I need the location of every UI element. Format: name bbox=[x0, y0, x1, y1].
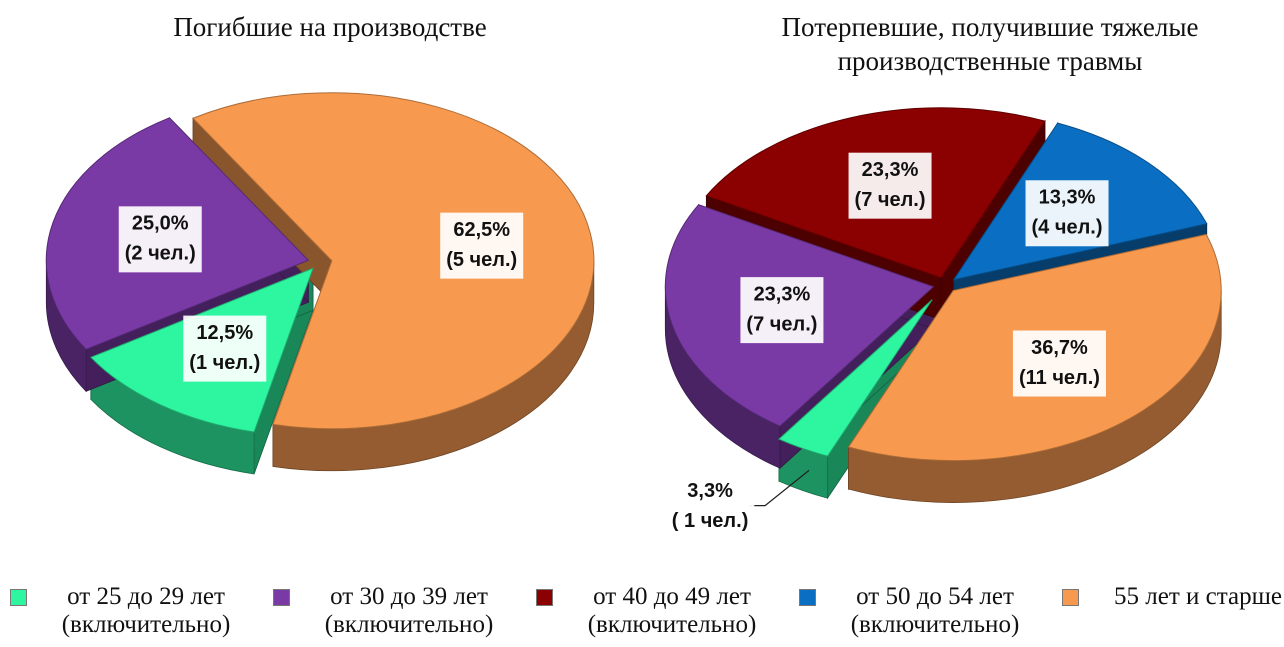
legend-item: от 30 до 39 лет (включительно) bbox=[273, 583, 524, 639]
chart-title: Погибшие на производстве bbox=[173, 12, 487, 42]
legend-label: от 30 до 39 лет (включительно) bbox=[324, 583, 494, 638]
label-box bbox=[118, 206, 202, 273]
data-label: (4 чел.) bbox=[1032, 217, 1103, 239]
data-label: (5 чел.) bbox=[446, 249, 517, 271]
legend-item: 55 лет и старше bbox=[1062, 583, 1284, 639]
data-label: (1 чел.) bbox=[189, 352, 260, 374]
data-label: 36,7% bbox=[1031, 337, 1088, 359]
legend-swatch bbox=[1062, 589, 1079, 606]
legend-item: от 25 до 29 лет (включительно) bbox=[10, 583, 261, 639]
legend-swatch bbox=[799, 589, 816, 606]
data-label: (2 чел.) bbox=[125, 243, 196, 265]
data-label: (11 чел.) bbox=[1019, 367, 1100, 389]
legend-label: 55 лет и старше bbox=[1114, 583, 1282, 610]
legend-swatch bbox=[273, 589, 290, 606]
data-label: (7 чел.) bbox=[855, 189, 926, 211]
legend-label: от 25 до 29 лет (включительно) bbox=[61, 583, 231, 638]
chart-title: Потерпевшие, получившие тяжелые производ… bbox=[781, 12, 1199, 76]
legend-item: от 40 до 49 лет (включительно) bbox=[536, 583, 787, 639]
legend-label: от 40 до 49 лет (включительно) bbox=[587, 583, 757, 638]
legend: от 25 до 29 лет (включительно) от 30 до 3… bbox=[10, 583, 1284, 639]
pie-labels: 3,3% ( 1 чел.) 23,3% (7 чел.) 23,3% (7 чел.) 1… bbox=[665, 152, 1109, 540]
data-label: 12,5% bbox=[196, 322, 253, 344]
data-label: 23,3% bbox=[862, 159, 919, 181]
data-label: 23,3% bbox=[754, 283, 811, 305]
label-box bbox=[665, 473, 755, 540]
data-label: ( 1 чел.) bbox=[672, 510, 749, 532]
slice bbox=[778, 299, 933, 457]
label-box bbox=[183, 315, 267, 382]
data-label: 3,3% bbox=[687, 480, 733, 502]
label-box bbox=[848, 152, 932, 219]
data-label: 13,3% bbox=[1039, 187, 1096, 209]
pie-labels: 12,5% (1 чел.) 25,0% (2 чел.) 62,5% (5 чел.) bbox=[118, 206, 524, 382]
data-label: 25,0% bbox=[132, 213, 189, 235]
data-label: (7 чел.) bbox=[746, 313, 817, 335]
legend-swatch bbox=[536, 589, 553, 606]
slice bbox=[192, 92, 595, 430]
label-box bbox=[1012, 330, 1106, 397]
legend-swatch bbox=[10, 589, 27, 606]
legend-label: от 50 до 54 лет (включительно) bbox=[850, 583, 1020, 638]
charts: 12,5% (1 чел.) 25,0% (2 чел.) 62,5% (5 чел.) 3… bbox=[45, 92, 1222, 540]
label-box bbox=[740, 277, 824, 344]
label-box bbox=[1025, 180, 1109, 247]
legend-item: от 50 до 54 лет (включительно) bbox=[799, 583, 1050, 639]
label-box bbox=[440, 212, 524, 279]
data-label: 62,5% bbox=[453, 219, 510, 241]
leader-line bbox=[750, 469, 810, 507]
